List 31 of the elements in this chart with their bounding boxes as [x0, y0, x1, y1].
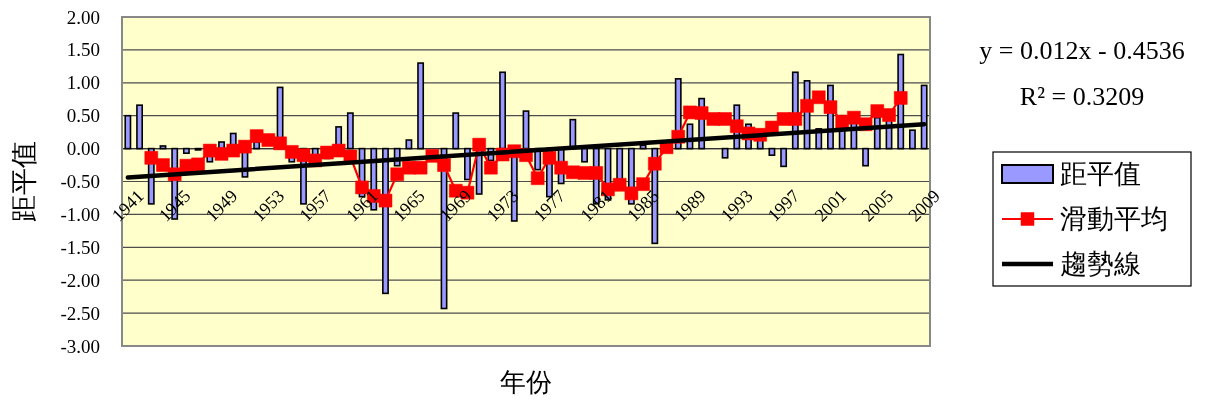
y-tick-label: -1.00 [60, 203, 100, 225]
legend-label: 滑動平均 [1060, 204, 1168, 234]
bar [862, 147, 870, 167]
y-tick-label: 0.00 [66, 138, 100, 160]
y-tick-label: -2.00 [60, 269, 100, 291]
y-tick-label: -0.50 [60, 171, 100, 192]
bar [639, 144, 647, 150]
y-tick-label: 2.00 [66, 6, 100, 28]
bar [182, 147, 190, 155]
bar [124, 114, 132, 150]
bar [768, 147, 776, 156]
y-tick-label: 0.50 [66, 105, 100, 127]
legend-label: 趨勢線 [1060, 249, 1141, 279]
bar [721, 147, 729, 159]
bar [405, 139, 413, 150]
y-tick-label: 1.50 [66, 39, 100, 61]
y-tick-label: 1.00 [66, 72, 100, 94]
bar [909, 129, 916, 150]
text: R² = 0.3209 [1019, 81, 1145, 111]
x-axis-title: 年份 [500, 367, 552, 397]
bar [452, 112, 460, 150]
bar [780, 147, 788, 168]
bar [136, 104, 143, 150]
text: y = 0.012x - 0.4536 [979, 35, 1185, 65]
y-axis-title: 距平值 [9, 141, 39, 222]
y-tick-label: -3.00 [60, 335, 100, 357]
y-tick-label: -1.50 [60, 236, 100, 258]
y-tick-label: -2.50 [60, 302, 100, 324]
legend-label: 距平值 [1060, 159, 1141, 189]
bar [417, 62, 425, 150]
x-tick-label: 1981 [576, 185, 617, 226]
